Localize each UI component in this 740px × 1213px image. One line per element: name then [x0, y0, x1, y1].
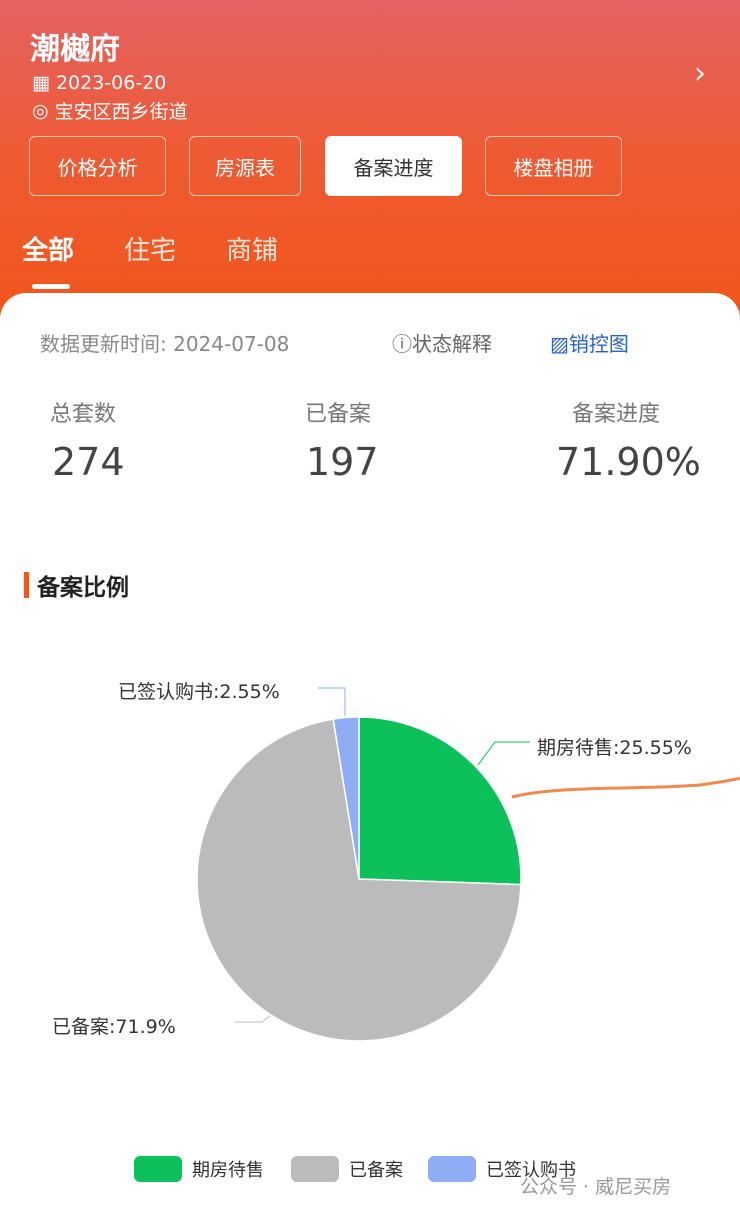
- stat-filed-label: 已备案: [305, 402, 372, 427]
- status-help-link[interactable]: ⓘ状态解释: [392, 332, 492, 356]
- location-icon: ◎: [32, 99, 49, 122]
- pie-slice-0[interactable]: [358, 716, 522, 886]
- pie-slice-2[interactable]: [332, 716, 360, 880]
- question-icon: ⓘ: [392, 332, 412, 356]
- leader-line-0: [477, 741, 530, 766]
- location-row: ◎ 宝安区西乡街道: [32, 97, 188, 124]
- date-row: ▦ 2023-06-20: [32, 72, 166, 94]
- annotation-stroke: [511, 776, 740, 799]
- stat-total-value: 274: [52, 440, 125, 484]
- tab-residential[interactable]: 住宅: [124, 236, 177, 266]
- slice-label-0: 期房待售:25.55%: [537, 737, 692, 759]
- section-title: 备案比例: [24, 568, 129, 602]
- pie-slice-1[interactable]: [196, 718, 522, 1042]
- stat-progress-value: 71.90%: [556, 440, 701, 484]
- legend-item-1[interactable]: 已备案: [291, 1156, 403, 1182]
- open-date: 2023-06-20: [55, 72, 167, 94]
- location: 宝安区西乡街道: [54, 101, 188, 123]
- update-time: 数据更新时间: 2024-07-08: [40, 332, 290, 356]
- filing-progress-button[interactable]: 备案进度: [325, 136, 462, 196]
- tab-shops[interactable]: 商铺: [226, 236, 279, 266]
- legend-item-0[interactable]: 期房待售: [134, 1156, 264, 1182]
- leader-line-2: [318, 687, 346, 716]
- calendar-icon: ▦: [32, 72, 50, 94]
- stat-filed-value: 197: [306, 440, 379, 484]
- sales-map-link[interactable]: ▨销控图: [550, 332, 629, 356]
- legend-item-2[interactable]: 已签认购书: [428, 1156, 576, 1182]
- header: 潮樾府 ▦ 2023-06-20 ◎ 宝安区西乡街道 › 价格分析 房源表 备案进度…: [0, 0, 740, 320]
- album-button[interactable]: 楼盘相册: [485, 136, 622, 196]
- price-analysis-button[interactable]: 价格分析: [29, 136, 166, 196]
- chevron-right-icon[interactable]: ›: [694, 56, 706, 91]
- tab-indicator: [32, 284, 70, 289]
- tab-all[interactable]: 全部: [22, 236, 75, 266]
- slice-label-1: 已备案:71.9%: [52, 1016, 176, 1038]
- listing-table-button[interactable]: 房源表: [189, 136, 301, 196]
- watermark: 公众号 · 威尼买房: [520, 1176, 672, 1198]
- legend-swatch: [134, 1156, 182, 1182]
- slice-label-2: 已签认购书:2.55%: [118, 681, 280, 703]
- legend-swatch: [291, 1156, 339, 1182]
- stat-progress-label: 备案进度: [572, 402, 661, 427]
- project-title: 潮樾府: [30, 32, 120, 67]
- legend-swatch: [428, 1156, 476, 1182]
- stat-total-label: 总套数: [50, 402, 117, 427]
- image-icon: ▨: [550, 332, 569, 356]
